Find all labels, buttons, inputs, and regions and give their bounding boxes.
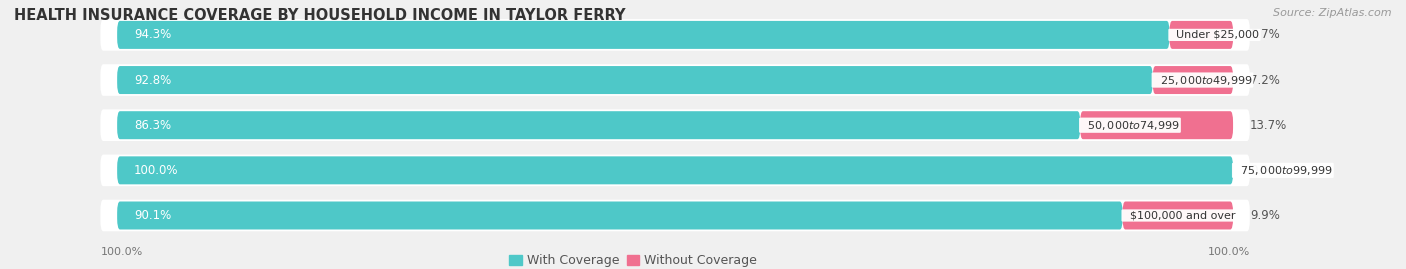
Text: 92.8%: 92.8% xyxy=(134,73,172,87)
FancyBboxPatch shape xyxy=(100,19,1250,51)
FancyBboxPatch shape xyxy=(100,200,1250,231)
FancyBboxPatch shape xyxy=(1080,111,1233,139)
Text: $25,000 to $49,999: $25,000 to $49,999 xyxy=(1153,73,1253,87)
Text: 94.3%: 94.3% xyxy=(134,29,172,41)
Text: 100.0%: 100.0% xyxy=(1208,247,1250,257)
FancyBboxPatch shape xyxy=(100,109,1250,141)
FancyBboxPatch shape xyxy=(1170,21,1233,49)
Text: 90.1%: 90.1% xyxy=(134,209,172,222)
FancyBboxPatch shape xyxy=(1153,66,1233,94)
Text: $100,000 and over: $100,000 and over xyxy=(1122,211,1234,221)
Text: HEALTH INSURANCE COVERAGE BY HOUSEHOLD INCOME IN TAYLOR FERRY: HEALTH INSURANCE COVERAGE BY HOUSEHOLD I… xyxy=(14,8,626,23)
Text: Source: ZipAtlas.com: Source: ZipAtlas.com xyxy=(1274,8,1392,18)
FancyBboxPatch shape xyxy=(117,21,1170,49)
Text: $50,000 to $74,999: $50,000 to $74,999 xyxy=(1080,119,1180,132)
FancyBboxPatch shape xyxy=(117,111,1080,139)
Text: 100.0%: 100.0% xyxy=(100,247,142,257)
Text: 13.7%: 13.7% xyxy=(1250,119,1286,132)
Text: 0.0%: 0.0% xyxy=(1250,164,1279,177)
Text: 100.0%: 100.0% xyxy=(134,164,179,177)
FancyBboxPatch shape xyxy=(117,66,1153,94)
Text: 9.9%: 9.9% xyxy=(1250,209,1279,222)
FancyBboxPatch shape xyxy=(117,201,1122,229)
Text: 5.7%: 5.7% xyxy=(1250,29,1279,41)
Text: 86.3%: 86.3% xyxy=(134,119,172,132)
FancyBboxPatch shape xyxy=(1122,201,1233,229)
Text: $75,000 to $99,999: $75,000 to $99,999 xyxy=(1233,164,1333,177)
FancyBboxPatch shape xyxy=(117,156,1233,184)
FancyBboxPatch shape xyxy=(100,64,1250,96)
FancyBboxPatch shape xyxy=(100,155,1250,186)
Text: 7.2%: 7.2% xyxy=(1250,73,1279,87)
Legend: With Coverage, Without Coverage: With Coverage, Without Coverage xyxy=(509,254,758,267)
Text: Under $25,000: Under $25,000 xyxy=(1170,30,1260,40)
